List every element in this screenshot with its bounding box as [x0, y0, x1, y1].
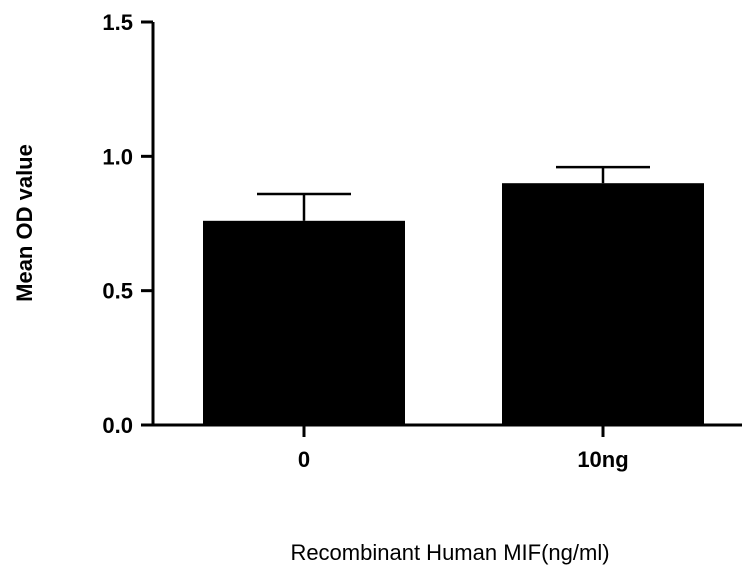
y-axis-label: Mean OD value: [12, 144, 37, 302]
bar: [203, 220, 405, 425]
y-tick-label: 1.5: [102, 10, 133, 35]
x-tick-label: 10ng: [577, 447, 628, 472]
x-axis-label: Recombinant Human MIF(ng/ml): [290, 540, 609, 565]
error-bars: [257, 165, 650, 221]
bar: [502, 183, 704, 425]
x-axis: [153, 423, 742, 437]
y-tick-labels: 0.0 0.5 1.0 1.5: [102, 10, 133, 438]
y-axis: [141, 20, 155, 427]
y-tick-label: 0.5: [102, 279, 133, 304]
y-tick-label: 0.0: [102, 413, 133, 438]
y-tick-label: 1.0: [102, 144, 133, 169]
x-tick-label: 0: [298, 447, 310, 472]
bars: [203, 183, 704, 425]
x-tick-labels: 0 10ng: [298, 447, 629, 472]
